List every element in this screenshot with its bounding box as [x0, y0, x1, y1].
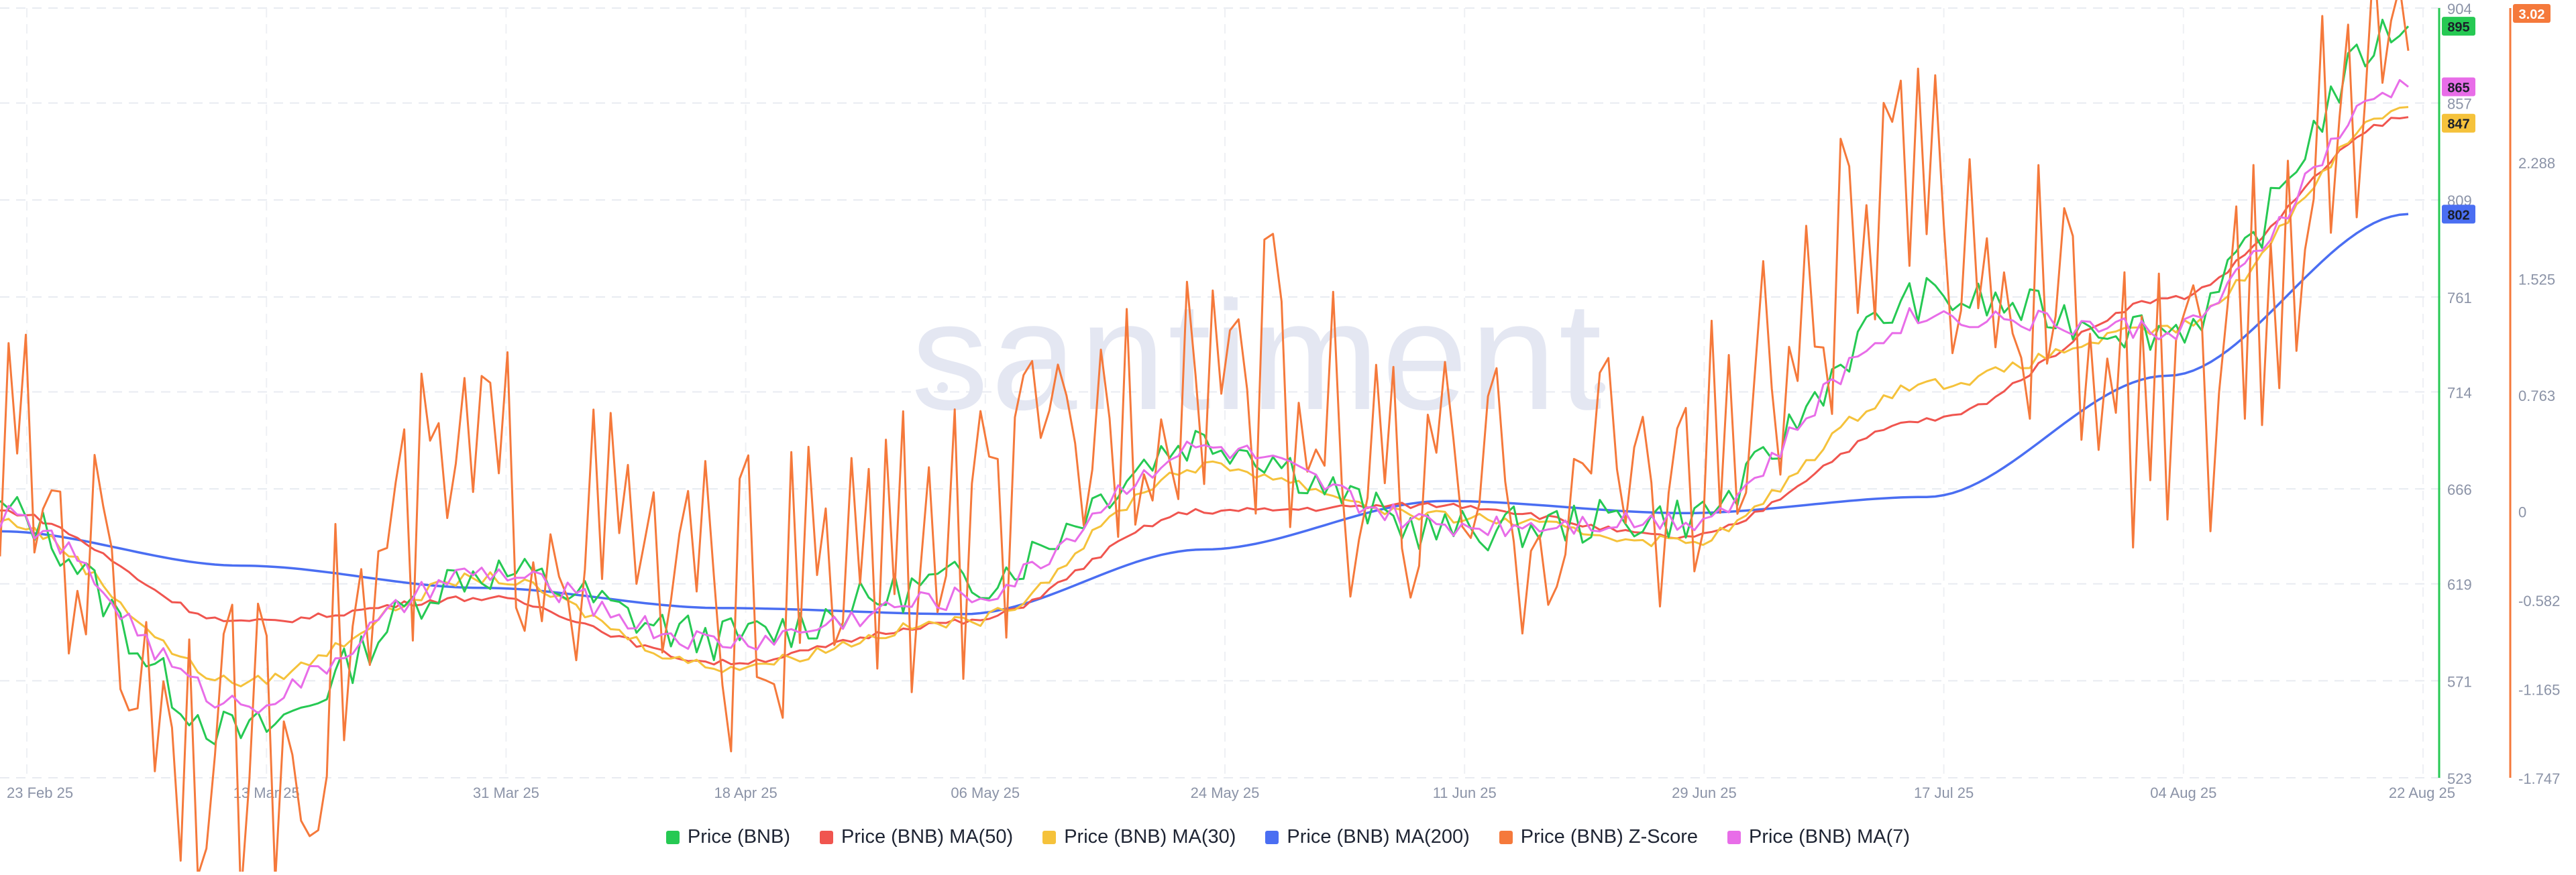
legend-swatch	[1499, 830, 1513, 844]
price-tick-label: 761	[2447, 290, 2472, 306]
price-badge	[2442, 205, 2475, 224]
zscore-badge-label: 3.02	[2519, 7, 2545, 22]
legend-label: Price (BNB) MA(50)	[841, 826, 1014, 848]
legend: Price (BNB) Price (BNB) MA(50) Price (BNB)…	[0, 826, 2576, 848]
legend-item[interactable]: Price (BNB) MA(50)	[820, 826, 1013, 848]
zscore-axis-ticks: 2.288 1.525 0.763 0 -0.582 -1.165 -1.747	[2518, 155, 2560, 787]
zscore-tick-label: 0.763	[2518, 388, 2555, 404]
zscore-tick-label: -1.165	[2518, 682, 2560, 699]
legend-label: Price (BNB) MA(200)	[1287, 826, 1470, 848]
x-tick-label: 23 Feb 25	[7, 784, 73, 801]
x-axis-ticks: 23 Feb 25 13 Mar 25 31 Mar 25 18 Apr 25 06 M…	[7, 784, 2455, 801]
series-line-price-bnb-ma-7	[0, 78, 2409, 715]
price-tick-label: 571	[2447, 673, 2472, 690]
x-tick-label: 13 Mar 25	[233, 784, 300, 801]
legend-label: Price (BNB)	[687, 826, 790, 848]
zscore-badge: 3.02	[2513, 4, 2551, 23]
x-tick-label: 04 Aug 25	[2150, 784, 2216, 801]
legend-item[interactable]: Price (BNB) MA(200)	[1265, 826, 1470, 848]
price-tick-label: 714	[2447, 384, 2472, 401]
legend-swatch	[1042, 830, 1057, 844]
price-badge	[2442, 77, 2475, 97]
price-badge	[2442, 113, 2475, 133]
price-tick-label: 666	[2447, 481, 2472, 498]
legend-swatch	[1265, 830, 1279, 844]
price-badge-label: 895	[2447, 20, 2469, 35]
x-tick-label: 17 Jul 25	[1914, 784, 1974, 801]
legend-label: Price (BNB) MA(7)	[1749, 826, 1911, 848]
price-badge-label: 802	[2447, 208, 2469, 223]
price-badges: 895 865 847 802	[2442, 17, 2475, 224]
legend-swatch	[1727, 830, 1741, 844]
zscore-tick-label: 1.525	[2518, 272, 2555, 288]
legend-item[interactable]: Price (BNB) MA(30)	[1042, 826, 1236, 848]
legend-swatch	[820, 830, 833, 844]
watermark-dot-right	[1595, 382, 1605, 393]
zscore-tick-label: -0.582	[2518, 593, 2560, 609]
legend-swatch	[665, 830, 680, 844]
price-tick-label: 619	[2447, 577, 2472, 593]
legend-label: Price (BNB) Z-Score	[1520, 826, 1698, 848]
x-tick-label: 11 Jun 25	[1433, 784, 1497, 801]
x-tick-label: 06 May 25	[951, 784, 1020, 801]
legend-item[interactable]: Price (BNB) MA(7)	[1727, 826, 1910, 848]
price-badge-label: 847	[2447, 117, 2469, 132]
x-tick-label: 22 Aug 25	[2389, 784, 2455, 801]
price-badge-label: 865	[2447, 81, 2469, 96]
zscore-tick-label: 2.288	[2518, 155, 2555, 172]
series-line-price-bnb	[0, 18, 2410, 746]
price-tick-label: 904	[2447, 1, 2472, 17]
series-line-price-bnb-ma-200	[0, 213, 2409, 616]
legend-label: Price (BNB) MA(30)	[1064, 826, 1236, 848]
price-tick-label: 857	[2447, 96, 2472, 113]
zscore-badge-box	[2513, 4, 2551, 23]
price-tick-label: 523	[2447, 770, 2472, 787]
watermark-dot-left	[937, 382, 948, 393]
x-tick-label: 29 Jun 25	[1672, 784, 1737, 801]
legend-item[interactable]: Price (BNB) Z-Score	[1499, 826, 1698, 848]
price-badge	[2442, 17, 2475, 36]
x-tick-label: 31 Mar 25	[473, 784, 539, 801]
x-tick-label: 24 May 25	[1191, 784, 1260, 801]
zscore-tick-label: -1.747	[2518, 770, 2560, 787]
x-tick-label: 18 Apr 25	[714, 784, 777, 801]
legend-item[interactable]: Price (BNB)	[665, 826, 790, 848]
series-line-price-bnb-z-score	[0, 0, 2410, 875]
zscore-tick-label: 0	[2518, 504, 2526, 521]
